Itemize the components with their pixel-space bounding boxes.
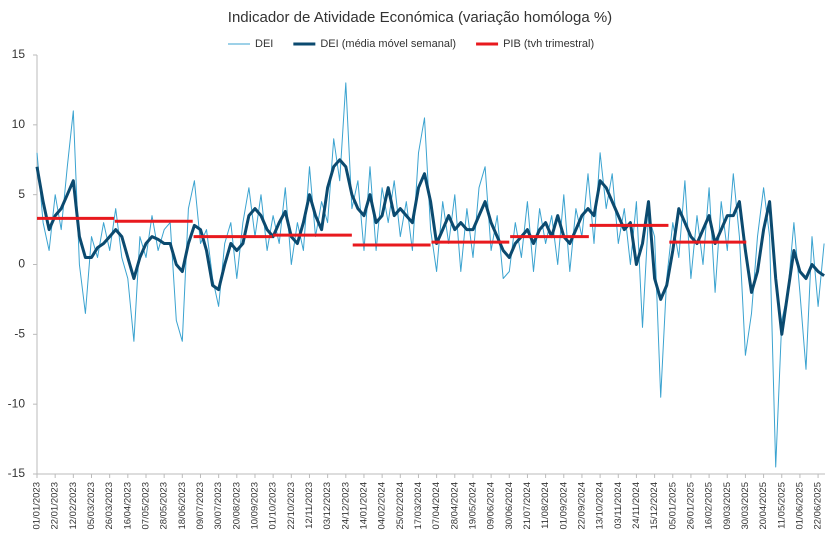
x-tick-label: 14/01/2024 [358, 482, 369, 530]
y-tick-label: 5 [18, 187, 25, 201]
x-tick-label: 22/06/2025 [813, 482, 824, 530]
x-tick-label: 01/06/2025 [794, 482, 805, 530]
x-tick-label: 05/01/2025 [667, 482, 678, 530]
x-tick-label: 25/02/2024 [395, 482, 406, 530]
x-tick-label: 16/04/2023 [122, 482, 133, 530]
x-tick-label: 12/02/2023 [68, 482, 79, 530]
x-tick-label: 07/04/2024 [431, 482, 442, 530]
y-tick-label: 15 [12, 47, 26, 61]
x-tick-label: 24/12/2023 [340, 482, 351, 530]
x-tick-label: 28/05/2023 [159, 482, 170, 530]
x-tick-label: 22/01/2023 [50, 482, 61, 530]
x-tick-label: 04/02/2024 [377, 482, 388, 530]
y-tick-label: 10 [12, 117, 26, 131]
x-tick-label: 10/09/2023 [249, 482, 260, 530]
x-tick-label: 21/07/2024 [522, 482, 533, 530]
x-tick-label: 17/03/2024 [413, 482, 424, 530]
x-tick-label: 16/02/2025 [704, 482, 715, 530]
x-tick-label: 28/04/2024 [449, 482, 460, 530]
x-tick-label: 09/07/2023 [195, 482, 206, 530]
x-tick-label: 30/03/2025 [740, 482, 751, 530]
x-tick-label: 22/09/2024 [576, 482, 587, 530]
x-tick-label: 12/11/2023 [304, 482, 315, 529]
x-tick-label: 13/10/2024 [595, 482, 606, 530]
x-tick-label: 07/05/2023 [141, 482, 152, 530]
series-line [36, 82, 825, 468]
chart-title: Indicador de Atividade Económica (variaç… [228, 9, 612, 26]
x-tick-label: 11/05/2025 [776, 482, 787, 529]
x-tick-label: 01/09/2024 [558, 482, 569, 530]
x-tick-label: 03/12/2023 [322, 482, 333, 530]
x-tick-label: 20/04/2025 [758, 482, 769, 530]
y-tick-label: -10 [8, 396, 26, 410]
y-tick-label: 0 [18, 257, 25, 271]
x-tick-label: 03/11/2024 [613, 482, 624, 529]
x-tick-label: 30/07/2023 [213, 482, 224, 530]
x-tick-label: 05/03/2023 [86, 482, 97, 530]
x-tick-label: 19/05/2024 [467, 482, 478, 530]
x-tick-label: 11/08/2024 [540, 482, 551, 529]
legend-label: DEI [255, 38, 273, 50]
x-tick-label: 18/06/2023 [177, 482, 188, 530]
x-tick-label: 15/12/2024 [649, 482, 660, 530]
x-tick-label: 24/11/2024 [631, 482, 642, 529]
x-tick-label: 01/01/2023 [32, 482, 43, 530]
legend-label: PIB (tvh trimestral) [503, 38, 594, 50]
x-tick-label: 01/10/2023 [268, 482, 279, 530]
x-tick-label: 26/03/2023 [104, 482, 115, 530]
y-tick-label: -5 [14, 327, 25, 341]
y-tick-label: -15 [8, 466, 26, 480]
x-tick-label: 30/06/2024 [504, 482, 515, 530]
x-tick-label: 09/03/2025 [722, 482, 733, 530]
series-line [35, 158, 825, 336]
x-tick-label: 09/06/2024 [486, 482, 497, 530]
x-tick-label: 22/10/2023 [286, 482, 297, 530]
legend-label: DEI (média móvel semanal) [320, 38, 456, 50]
x-tick-label: 26/01/2025 [685, 482, 696, 530]
x-tick-label: 20/08/2023 [231, 482, 242, 530]
